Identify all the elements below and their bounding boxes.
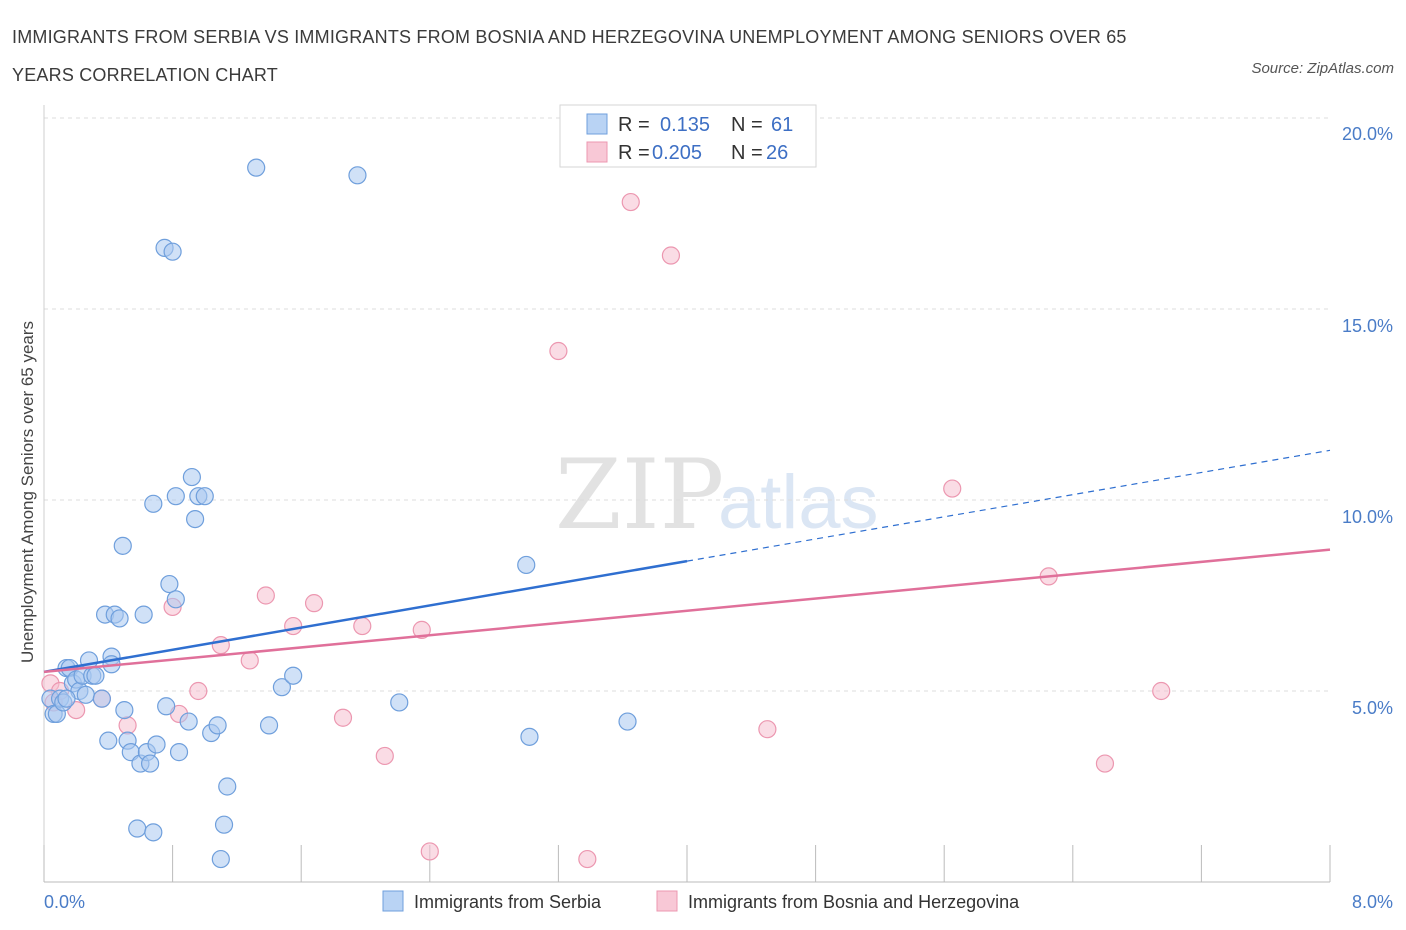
trendline-serbia-dashed (686, 449, 1331, 562)
point-serbia (517, 555, 536, 575)
trend-lines (43, 449, 1331, 674)
point-serbia (259, 716, 279, 735)
stats-r-value-serbia: 0.135 (660, 114, 710, 136)
legend-swatch-serbia[interactable] (382, 890, 404, 912)
point-bosnia (1095, 754, 1115, 773)
y-tick-label-20: 20.0% (1342, 124, 1393, 144)
point-bosnia (758, 720, 777, 739)
stats-n-label-serbia: N = (731, 114, 763, 136)
point-bosnia (118, 716, 137, 735)
point-serbia (166, 590, 185, 609)
y-axis-label: Unemployment Among Seniors over 65 years (18, 321, 37, 663)
point-serbia (144, 494, 163, 513)
stats-n-label-bosnia: N = (731, 142, 763, 164)
point-serbia (208, 716, 227, 735)
x-tick-label-max: 8.0% (1352, 892, 1393, 912)
stats-n-value-bosnia: 26 (766, 142, 788, 164)
point-serbia (182, 467, 201, 487)
point-bosnia (375, 746, 394, 766)
legend-swatch-bosnia[interactable] (656, 890, 678, 912)
series-bosnia-points (41, 192, 1171, 869)
point-serbia (147, 735, 166, 754)
x-tick-label-min: 0.0% (44, 892, 85, 912)
point-bosnia (578, 849, 597, 869)
point-serbia (169, 743, 189, 762)
point-bosnia (284, 616, 303, 636)
y-tick-label-15: 15.0% (1342, 316, 1393, 336)
point-serbia (57, 689, 76, 708)
point-bosnia (353, 616, 372, 636)
point-bosnia (661, 246, 681, 265)
point-serbia (92, 689, 111, 708)
point-serbia (113, 536, 132, 555)
point-serbia (179, 712, 198, 731)
point-serbia (272, 678, 292, 697)
watermark-atlas: atlas (718, 460, 879, 545)
point-serbia (76, 685, 95, 704)
point-serbia (390, 693, 409, 712)
point-serbia (247, 158, 266, 177)
point-serbia (110, 609, 129, 628)
trendline-bosnia-solid (43, 548, 1331, 674)
x-tick-marks (43, 845, 1331, 882)
point-bosnia (304, 594, 324, 613)
point-serbia (128, 819, 147, 838)
point-bosnia (189, 681, 208, 701)
point-bosnia (240, 651, 259, 670)
stats-r-label-serbia: R = (618, 114, 650, 136)
stats-swatch-serbia (586, 113, 608, 135)
legend-label-serbia[interactable]: Immigrants from Serbia (414, 892, 602, 912)
point-serbia (284, 666, 303, 685)
point-bosnia (549, 341, 568, 361)
grid-lines (44, 117, 1330, 692)
point-serbia (163, 242, 182, 261)
point-serbia (214, 815, 234, 834)
point-bosnia (621, 192, 640, 212)
point-serbia (520, 727, 539, 746)
legend-label-bosnia[interactable]: Immigrants from Bosnia and Herzegovina (688, 892, 1020, 912)
point-bosnia (256, 586, 275, 605)
stats-legend: R = 0.135 N = 61 R = 0.205 N = 26 (559, 104, 817, 168)
point-bosnia (1152, 681, 1171, 701)
y-tick-label-5: 5.0% (1352, 698, 1393, 718)
point-serbia (160, 574, 179, 594)
point-bosnia (943, 479, 962, 498)
point-serbia (157, 697, 176, 716)
chart-title: IMMIGRANTS FROM SERBIA VS IMMIGRANTS FRO… (12, 27, 1127, 85)
stats-r-label-bosnia: R = (618, 142, 650, 164)
point-serbia (144, 823, 163, 842)
point-serbia (618, 712, 637, 731)
point-bosnia (333, 708, 353, 727)
point-serbia (115, 700, 134, 720)
point-bosnia (420, 842, 439, 861)
point-bosnia (412, 620, 431, 639)
series-serbia-points (41, 158, 637, 869)
point-serbia (140, 754, 160, 773)
watermark-zip: ZIP (555, 439, 724, 551)
point-serbia (134, 605, 153, 624)
point-serbia (195, 487, 214, 506)
point-serbia (348, 166, 367, 185)
point-serbia (86, 666, 105, 685)
point-serbia (166, 487, 185, 506)
point-serbia (218, 777, 237, 796)
point-serbia (99, 731, 118, 750)
source-label: Source: ZipAtlas.com (1251, 60, 1394, 77)
point-serbia (186, 509, 205, 529)
bottom-legend: Immigrants from Serbia Immigrants from B… (382, 890, 1020, 912)
y-tick-label-10: 10.0% (1342, 507, 1393, 527)
stats-r-value-bosnia: 0.205 (652, 142, 702, 164)
trendline-serbia-solid (43, 559, 688, 674)
stats-swatch-bosnia (586, 141, 608, 163)
stats-n-value-serbia: 61 (771, 114, 793, 136)
point-serbia (211, 849, 230, 869)
